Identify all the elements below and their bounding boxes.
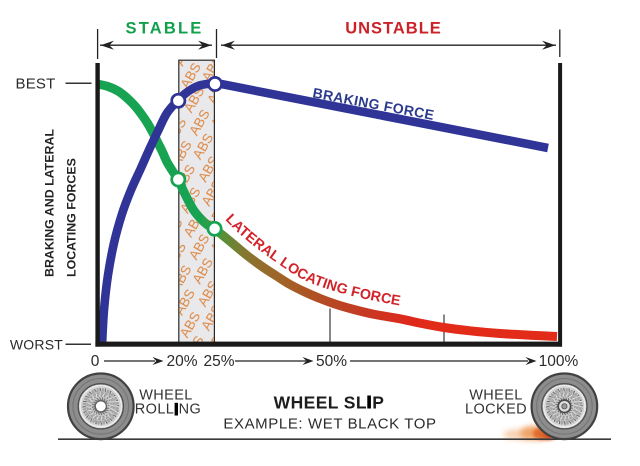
svg-text:20%: 20%	[166, 353, 197, 370]
svg-text:WHEEL SLIP: WHEEL SLIP	[274, 393, 385, 413]
svg-text:BEST: BEST	[16, 76, 56, 93]
svg-text:LOCATING FORCES: LOCATING FORCES	[65, 158, 79, 277]
svg-text:0: 0	[91, 353, 100, 370]
svg-text:50%: 50%	[316, 353, 347, 370]
svg-text:100%: 100%	[539, 353, 579, 370]
svg-text:UNSTABLE: UNSTABLE	[345, 20, 442, 38]
svg-text:BRAKING AND LATERAL: BRAKING AND LATERAL	[43, 129, 57, 277]
svg-text:WHEEL: WHEEL	[469, 388, 523, 404]
svg-text:ROLLING: ROLLING	[135, 402, 201, 418]
svg-text:25%: 25%	[203, 353, 234, 370]
svg-text:STABLE: STABLE	[126, 20, 204, 38]
svg-text:WHEEL: WHEEL	[139, 388, 193, 404]
svg-text:WORST: WORST	[10, 337, 63, 353]
svg-text:LOCKED: LOCKED	[465, 402, 527, 418]
svg-text:EXAMPLE: WET BLACK TOP: EXAMPLE: WET BLACK TOP	[223, 416, 436, 433]
